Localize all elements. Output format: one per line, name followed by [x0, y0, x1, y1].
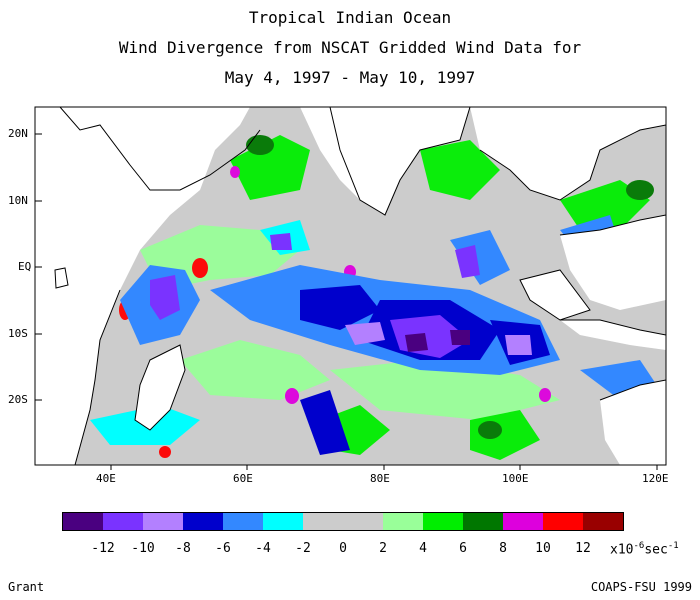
- colorbar-tick-label: 8: [499, 541, 507, 556]
- colorbar-tick-label: 12: [575, 541, 591, 556]
- lon-label-120e: 120E: [642, 472, 669, 485]
- lon-label-40e: 40E: [96, 472, 116, 485]
- colorbar-swatch-10: [463, 513, 503, 530]
- negative-regions: [90, 215, 660, 455]
- colorbar-unit: x10-6sec-1: [610, 541, 679, 558]
- lon-label-80e: 80E: [370, 472, 390, 485]
- colorbar-swatch-12: [543, 513, 583, 530]
- colorbar-tick-label: 0: [339, 541, 347, 556]
- lat-label-20n: 20N: [8, 127, 28, 140]
- footer-author: Grant: [8, 580, 45, 594]
- colorbar-swatch-13: [583, 513, 623, 530]
- lat-label-eq: EQ: [18, 260, 32, 273]
- lat-label-20s: 20S: [8, 393, 28, 406]
- colorbar-tick-label: -12: [91, 541, 115, 556]
- coastlines: [54, 107, 666, 465]
- title-line-2: Wind Divergence from NSCAT Gridded Wind …: [118, 38, 582, 57]
- plot-frame: [34, 106, 667, 466]
- colorbar-swatch-2: [143, 513, 183, 530]
- land-mask: [35, 107, 666, 465]
- title-line-1: Tropical Indian Ocean: [248, 8, 452, 27]
- colorbar-swatch-7: [343, 513, 383, 530]
- colorbar: [62, 512, 624, 531]
- colorbar-tick-label: -2: [295, 541, 311, 556]
- colorbar-swatch-4: [223, 513, 263, 530]
- lon-label-60e: 60E: [233, 472, 253, 485]
- lon-label-100e: 100E: [502, 472, 529, 485]
- colorbar-swatch-11: [503, 513, 543, 530]
- footer-credit: COAPS-FSU 1999: [590, 580, 692, 594]
- colorbar-swatch-5: [263, 513, 303, 530]
- colorbar-tick-label: 10: [535, 541, 551, 556]
- axis-ticks: [35, 133, 658, 470]
- colorbar-tick-label: -6: [215, 541, 231, 556]
- colorbar-swatch-9: [423, 513, 463, 530]
- colorbar-swatch-1: [103, 513, 143, 530]
- lat-label-10n: 10N: [8, 194, 28, 207]
- colorbar-tick-label: -10: [131, 541, 155, 556]
- colorbar-swatch-0: [63, 513, 103, 530]
- colorbar-tick-label: -8: [175, 541, 191, 556]
- field-layer: [35, 107, 666, 465]
- colorbar-tick-label: 2: [379, 541, 387, 556]
- colorbar-swatch-8: [383, 513, 423, 530]
- colorbar-swatch-6: [303, 513, 343, 530]
- colorbar-tick-label: 6: [459, 541, 467, 556]
- colorbar-swatch-3: [183, 513, 223, 530]
- title-line-3: May 4, 1997 - May 10, 1997: [224, 68, 476, 87]
- colorbar-tick-label: 4: [419, 541, 427, 556]
- lat-label-10s: 10S: [8, 327, 28, 340]
- colorbar-tick-label: -4: [255, 541, 271, 556]
